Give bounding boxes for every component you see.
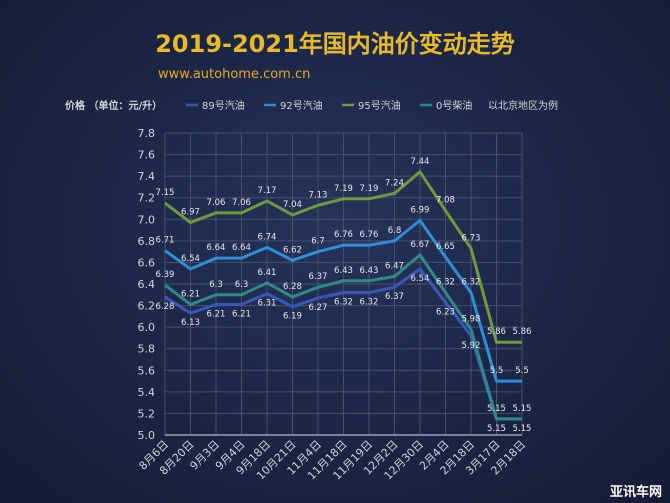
point-label: 6.65 bbox=[436, 242, 455, 252]
point-label: 6.8 bbox=[388, 226, 402, 236]
y-tick-label: 5.8 bbox=[138, 343, 156, 356]
region-note: 以北京地区为例 bbox=[488, 99, 558, 112]
series-line bbox=[164, 170, 522, 344]
point-label: 6.62 bbox=[283, 245, 302, 255]
point-label: 6.32 bbox=[334, 298, 353, 308]
point-label: 5.5 bbox=[515, 366, 529, 376]
point-label: 6.41 bbox=[258, 268, 277, 278]
x-ticks: 8月6日8月20日9月3日9月4日9月18日10月21日11月4日11月18日1… bbox=[136, 438, 528, 483]
y-axis-label: 价格 （单位：元/升） bbox=[65, 99, 162, 112]
point-label: 6.32 bbox=[436, 278, 455, 288]
point-label: 6.97 bbox=[181, 208, 200, 218]
point-label: 6.43 bbox=[334, 266, 353, 276]
point-label: 6.32 bbox=[462, 278, 481, 288]
point-label: 6.21 bbox=[181, 289, 200, 299]
series-line bbox=[164, 218, 522, 383]
point-label: 6.31 bbox=[258, 299, 277, 309]
y-tick-label: 5.6 bbox=[138, 364, 156, 377]
point-label: 6.76 bbox=[360, 230, 379, 240]
point-label: 5.92 bbox=[462, 341, 481, 351]
point-label: 6.21 bbox=[232, 309, 251, 319]
point-label: 7.08 bbox=[436, 196, 455, 206]
point-label: 5.86 bbox=[487, 327, 506, 337]
point-label: 6.39 bbox=[156, 270, 175, 280]
series-line bbox=[164, 267, 522, 421]
point-label: 5.15 bbox=[513, 424, 532, 434]
point-label: 6.67 bbox=[411, 240, 430, 250]
point-label: 6.13 bbox=[181, 318, 200, 328]
point-label: 7.06 bbox=[207, 198, 226, 208]
y-tick-label: 5.0 bbox=[138, 429, 156, 442]
point-label: 6.74 bbox=[258, 232, 277, 242]
point-label: 6.21 bbox=[207, 309, 226, 319]
legend: 89号汽油 92号汽油 95号汽油 0号柴油 bbox=[186, 99, 472, 112]
point-label: 5.5 bbox=[490, 366, 504, 376]
point-label: 6.27 bbox=[309, 303, 328, 313]
y-tick-label: 7.4 bbox=[138, 170, 156, 183]
grid-lines bbox=[164, 132, 523, 436]
point-label: 6.3 bbox=[209, 280, 223, 290]
point-label: 6.19 bbox=[283, 312, 302, 322]
y-tick-label: 7.2 bbox=[138, 192, 156, 205]
point-label: 7.17 bbox=[258, 186, 277, 196]
point-label: 6.37 bbox=[309, 272, 328, 282]
y-tick-label: 7.6 bbox=[138, 149, 156, 162]
point-label: 6.54 bbox=[411, 274, 430, 284]
y-tick-label: 5.4 bbox=[138, 386, 156, 399]
point-labels: 6.286.136.21 6.216.316.196.276.32 6.326.37… bbox=[156, 157, 532, 434]
point-label: 6.73 bbox=[462, 233, 481, 243]
point-label: 6.43 bbox=[360, 266, 379, 276]
point-label: 6.37 bbox=[385, 292, 404, 302]
point-label: 7.19 bbox=[360, 184, 379, 194]
point-label: 6.99 bbox=[411, 205, 430, 215]
y-tick-label: 7.0 bbox=[138, 213, 156, 226]
chart-title: 2019-2021年国内油价变动走势 bbox=[155, 30, 515, 58]
y-tick-label: 6.0 bbox=[138, 321, 156, 334]
point-label: 7.15 bbox=[156, 188, 175, 198]
point-label: 6.28 bbox=[156, 302, 175, 312]
point-label: 6.32 bbox=[360, 298, 379, 308]
y-tick-label: 6.4 bbox=[138, 278, 156, 291]
watermark: 亚讯车网 bbox=[610, 484, 662, 500]
point-label: 5.86 bbox=[513, 327, 532, 337]
y-tick-label: 6.8 bbox=[138, 235, 156, 248]
point-label: 5.15 bbox=[513, 404, 532, 414]
point-label: 7.44 bbox=[411, 157, 430, 167]
y-tick-label: 6.2 bbox=[138, 300, 156, 313]
legend-label: 95号汽油 bbox=[358, 99, 401, 112]
point-label: 6.64 bbox=[207, 243, 226, 253]
point-label: 7.04 bbox=[283, 200, 302, 210]
legend-label: 0号柴油 bbox=[436, 99, 472, 112]
point-label: 6.71 bbox=[156, 236, 175, 246]
legend-label: 92号汽油 bbox=[280, 99, 323, 112]
point-label: 7.24 bbox=[385, 178, 404, 188]
point-label: 7.06 bbox=[232, 198, 251, 208]
y-tick-label: 5.2 bbox=[138, 407, 156, 420]
series-lines bbox=[164, 170, 522, 421]
point-label: 5.15 bbox=[487, 404, 506, 414]
y-tick-label: 6.6 bbox=[138, 256, 156, 269]
point-label: 7.19 bbox=[334, 184, 353, 194]
point-label: 6.47 bbox=[385, 261, 404, 271]
series-line bbox=[164, 253, 522, 421]
point-label: 6.64 bbox=[232, 243, 251, 253]
point-label: 6.76 bbox=[334, 230, 353, 240]
point-label: 5.98 bbox=[462, 314, 481, 324]
point-label: 7.13 bbox=[309, 190, 328, 200]
legend-label: 89号汽油 bbox=[202, 99, 245, 112]
point-label: 6.3 bbox=[235, 280, 249, 290]
point-label: 5.15 bbox=[487, 424, 506, 434]
point-label: 6.28 bbox=[283, 282, 302, 292]
y-tick-label: 7.8 bbox=[138, 127, 156, 140]
point-label: 6.54 bbox=[181, 254, 200, 264]
y-ticks: 5.0 5.2 5.4 5.6 5.8 6.0 6.2 6.4 6.6 6.8 7.0 7.2 7.4 7… bbox=[138, 127, 156, 442]
point-label: 6.23 bbox=[436, 307, 455, 317]
chart-subtitle: www.autohome.com.cn bbox=[158, 67, 310, 82]
point-label: 6.7 bbox=[311, 237, 325, 247]
